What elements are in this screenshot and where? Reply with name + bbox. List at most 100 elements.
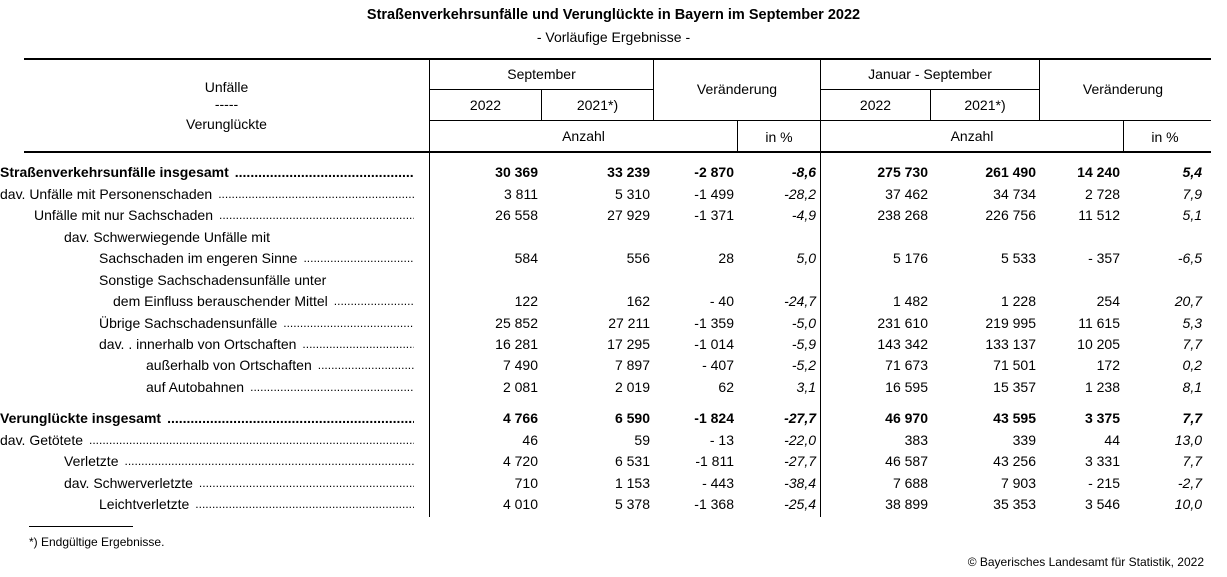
row-label-text: Verunglückte insgesamt xyxy=(0,410,162,426)
table-cell: 14 240 xyxy=(1077,164,1120,180)
table-cell: 3,1 xyxy=(796,379,816,395)
table-cell: -1 014 xyxy=(694,336,734,352)
table-cell: 7 688 xyxy=(892,475,928,491)
row-label-text: Straßenverkehrsunfälle insgesamt xyxy=(0,164,229,180)
header-divider-2 xyxy=(430,120,820,121)
table-cell: 3 546 xyxy=(1084,496,1120,512)
table-cell: 172 xyxy=(1096,357,1120,373)
table-cell: -1 811 xyxy=(695,453,734,469)
table-cell: 556 xyxy=(626,250,650,266)
stub-header-mid: ----- xyxy=(214,96,239,112)
table-cell: -27,7 xyxy=(784,410,816,426)
table-cell: 275 730 xyxy=(877,164,928,180)
table-cell: 5 533 xyxy=(1000,250,1036,266)
row-label-text: dav. Unfälle mit Personenschaden xyxy=(0,186,213,202)
table-cell: - 443 xyxy=(702,475,734,491)
leader-dots: ........................................… xyxy=(124,454,414,468)
table-top-rule xyxy=(24,58,1211,60)
table-cell: 383 xyxy=(904,432,928,448)
col-divider-a xyxy=(541,89,542,120)
table-cell: 1 153 xyxy=(614,475,650,491)
table-cell: 339 xyxy=(1012,432,1036,448)
header-jan-sep: Januar - September xyxy=(868,66,992,82)
row-label: auf Autobahnen..........................… xyxy=(146,377,414,397)
row-label-text: auf Autobahnen xyxy=(146,379,245,395)
table-cell: 3 375 xyxy=(1084,410,1120,426)
row-label: dav. Getötete...........................… xyxy=(0,430,414,450)
table-cell: -2 870 xyxy=(694,164,734,180)
table-cell: -1 371 xyxy=(694,207,734,223)
leader-dots: ........................................… xyxy=(195,497,414,511)
table-cell: 27 929 xyxy=(607,207,650,223)
row-label-text: dav. Getötete xyxy=(0,432,84,448)
table-cell: 8,1 xyxy=(1182,379,1202,395)
table-header-rule xyxy=(24,151,1211,153)
table-cell: 7 897 xyxy=(614,357,650,373)
header-change-1: Veränderung xyxy=(696,81,778,97)
table-cell: -6,5 xyxy=(1177,250,1202,266)
table-cell: -24,7 xyxy=(784,293,816,309)
leader-dots: ........................................… xyxy=(333,294,414,308)
table-cell: 7,9 xyxy=(1182,186,1202,202)
table-cell: 17 295 xyxy=(607,336,650,352)
col-divider-f xyxy=(1039,59,1040,121)
row-label: Sonstige Sachschadensunfälle unter xyxy=(99,270,326,290)
table-cell: 4 720 xyxy=(502,453,538,469)
col-divider-e xyxy=(930,89,931,120)
table-cell: 7,7 xyxy=(1182,410,1202,426)
header-pct-2: in % xyxy=(1151,129,1179,145)
header-js-2022: 2022 xyxy=(859,97,892,113)
table-cell: 28 xyxy=(718,250,734,266)
table-cell: 11 512 xyxy=(1078,207,1120,223)
header-change-2: Veränderung xyxy=(1082,81,1164,97)
table-cell: -5,9 xyxy=(791,336,816,352)
leader-dots: ........................................… xyxy=(167,410,414,426)
row-label: außerhalb von Ortschaften...............… xyxy=(146,355,414,375)
table-cell: 254 xyxy=(1096,293,1120,309)
row-label: dav. Schwerwiegende Unfälle mit xyxy=(64,227,270,247)
leader-dots: ........................................… xyxy=(219,208,414,222)
table-cell: 219 995 xyxy=(985,315,1036,331)
leader-dots: ........................................… xyxy=(303,251,414,265)
table-cell: 46 xyxy=(522,432,538,448)
row-label-text: dem Einfluss berauschender Mittel xyxy=(113,293,328,309)
table-cell: 7 903 xyxy=(1000,475,1036,491)
leader-dots: ........................................… xyxy=(198,476,414,490)
page-title: Straßenverkehrsunfälle und Verunglückte … xyxy=(366,7,861,23)
row-label: Übrige Sachschadensunfälle..............… xyxy=(99,313,414,333)
table-cell: 5 176 xyxy=(892,250,928,266)
header-anzahl-2: Anzahl xyxy=(950,128,994,144)
table-cell: 0,2 xyxy=(1182,357,1202,373)
col-divider-g xyxy=(1123,120,1124,152)
table-cell: 5 310 xyxy=(614,186,650,202)
table-cell: -1 359 xyxy=(694,315,734,331)
table-cell: 10 205 xyxy=(1077,336,1120,352)
row-label: Verunglückte insgesamt..................… xyxy=(0,408,414,428)
leader-dots: ........................................… xyxy=(89,433,414,447)
table-cell: 46 587 xyxy=(885,453,928,469)
col-divider-d xyxy=(820,59,821,517)
row-label: dav. Schwerverletzte....................… xyxy=(64,473,414,493)
table-cell: 3 331 xyxy=(1084,453,1120,469)
table-cell: 5 378 xyxy=(614,496,650,512)
table-cell: -1 824 xyxy=(694,410,734,426)
table-cell: 238 268 xyxy=(877,207,928,223)
table-cell: 2 081 xyxy=(502,379,538,395)
table-cell: 261 490 xyxy=(985,164,1036,180)
table-cell: 27 211 xyxy=(608,315,650,331)
table-cell: 33 239 xyxy=(607,164,650,180)
stub-header-top: Unfälle xyxy=(204,79,249,95)
table-cell: 3 811 xyxy=(504,186,538,202)
header-pct-1: in % xyxy=(765,129,793,145)
page-subtitle: - Vorläufige Ergebnisse - xyxy=(536,29,691,45)
table-cell: -1 368 xyxy=(694,496,734,512)
row-label-text: dav. Schwerwiegende Unfälle mit xyxy=(64,229,270,245)
table-cell: 38 899 xyxy=(885,496,928,512)
table-cell: 5,1 xyxy=(1182,207,1202,223)
table-cell: - 13 xyxy=(709,432,734,448)
table-cell: 10,0 xyxy=(1174,496,1202,512)
header-sep-2022: 2022 xyxy=(469,97,502,113)
table-cell: 584 xyxy=(514,250,538,266)
table-cell: 62 xyxy=(718,379,734,395)
table-cell: -5,2 xyxy=(791,357,816,373)
